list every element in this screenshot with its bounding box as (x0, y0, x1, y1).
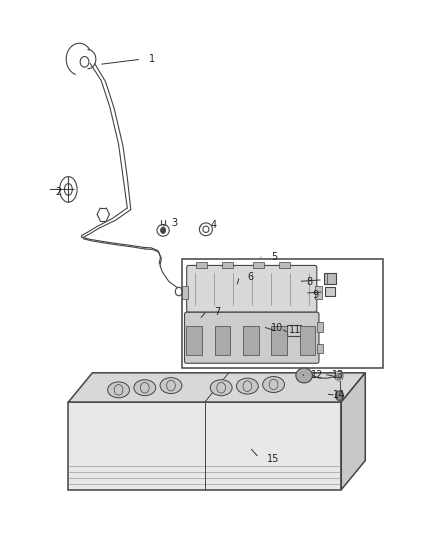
Bar (317, 322, 323, 332)
Text: 8: 8 (306, 278, 312, 287)
Bar (68, 402, 341, 490)
Text: 11: 11 (289, 325, 301, 335)
Bar (317, 344, 323, 353)
Bar (223, 262, 233, 268)
FancyBboxPatch shape (187, 265, 317, 312)
Text: 5: 5 (272, 252, 278, 262)
Ellipse shape (296, 368, 312, 383)
Bar (215, 326, 230, 355)
Circle shape (160, 227, 166, 233)
Bar (274, 327, 283, 335)
Ellipse shape (134, 379, 155, 395)
Bar (253, 262, 264, 268)
Polygon shape (341, 373, 365, 490)
Text: 3: 3 (171, 218, 177, 228)
Ellipse shape (210, 379, 232, 395)
Text: 2: 2 (55, 187, 61, 197)
Bar (186, 326, 202, 355)
Text: 12: 12 (311, 370, 323, 381)
Text: 4: 4 (210, 220, 216, 230)
Ellipse shape (263, 376, 285, 392)
Polygon shape (68, 373, 365, 402)
Text: 9: 9 (313, 289, 319, 300)
Bar (325, 287, 335, 296)
Ellipse shape (108, 382, 130, 398)
Ellipse shape (160, 377, 182, 393)
Text: 14: 14 (333, 390, 346, 400)
Bar (287, 325, 300, 336)
Bar (182, 259, 383, 368)
Bar (243, 326, 259, 355)
Text: 15: 15 (267, 454, 279, 464)
Bar (300, 326, 315, 355)
FancyBboxPatch shape (184, 312, 319, 364)
Text: 1: 1 (149, 54, 155, 64)
Bar (279, 262, 290, 268)
Text: 13: 13 (332, 370, 344, 381)
Bar (182, 286, 188, 300)
Bar (196, 262, 207, 268)
Text: 6: 6 (247, 272, 254, 282)
Ellipse shape (335, 371, 343, 381)
Text: 10: 10 (271, 322, 283, 333)
Text: 7: 7 (215, 306, 221, 317)
Bar (272, 326, 287, 355)
Bar (315, 286, 321, 300)
Bar (324, 273, 336, 284)
Circle shape (336, 391, 343, 400)
Ellipse shape (237, 378, 258, 394)
